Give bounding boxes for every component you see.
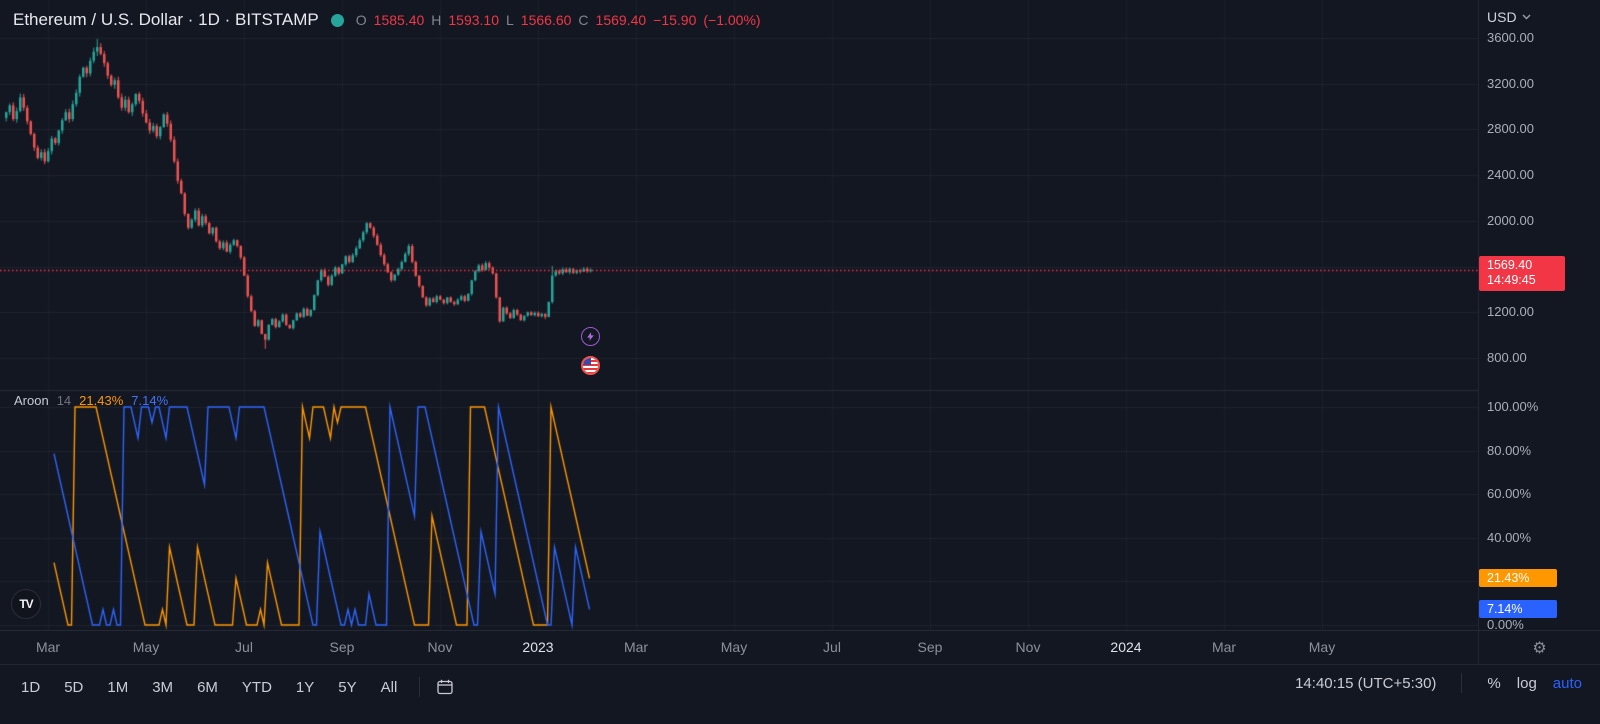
chart-area[interactable]: Ethereum / U.S. Dollar · 1D · BITSTAMP O… <box>0 0 1478 630</box>
log-scale-button[interactable]: log <box>1516 674 1537 692</box>
settings-gear-icon[interactable]: ⚙ <box>1532 639 1547 657</box>
go-to-date-icon[interactable] <box>431 673 459 701</box>
aroon-axis-label: 100.00% <box>1487 399 1539 414</box>
close-label: C <box>578 12 589 28</box>
range-button-5y[interactable]: 5Y <box>338 678 357 696</box>
aroon-axis-label: 60.00% <box>1487 486 1532 502</box>
open-label: O <box>355 12 367 28</box>
bar-countdown: 14:49:45 <box>1487 273 1536 288</box>
high-label: H <box>431 12 442 28</box>
aroon-period: 14 <box>56 393 72 408</box>
time-axis-month-label: Mar <box>1211 639 1237 655</box>
toolbar-divider <box>419 677 421 697</box>
price-axis-label: 800.00 <box>1487 349 1527 365</box>
range-button-1m[interactable]: 1M <box>107 678 129 696</box>
time-axis-month-label: May <box>720 639 748 655</box>
price-axis-label: 2800.00 <box>1487 121 1534 137</box>
range-button-1d[interactable]: 1D <box>21 678 41 696</box>
axis-settings-corner: ⚙ <box>1478 630 1600 664</box>
time-axis-month-label: Sep <box>329 639 355 655</box>
time-axis-year-label: 2023 <box>522 639 554 655</box>
aroon-up-badge: 21.43% <box>1479 569 1557 588</box>
open-value: 1585.40 <box>373 12 425 28</box>
range-button-3m[interactable]: 3M <box>152 678 174 696</box>
aroon-name: Aroon <box>14 393 49 408</box>
time-axis-month-label: Nov <box>1015 639 1041 655</box>
price-axis-label: 3200.00 <box>1487 75 1534 91</box>
aroon-axis-label: 80.00% <box>1487 442 1532 458</box>
price-axis[interactable]: USD 1569.40 14:49:45 21.43% 7.14% 3600.0… <box>1478 0 1600 632</box>
time-axis-month-label: Sep <box>917 639 943 655</box>
range-button-6m[interactable]: 6M <box>197 678 218 696</box>
aroon-up-value: 21.43% <box>79 393 124 408</box>
range-button-5d[interactable]: 5D <box>64 678 84 696</box>
time-axis-year-label: 2024 <box>1110 639 1142 655</box>
aroon-indicator-legend[interactable]: Aroon 14 21.43% 7.14% <box>14 393 168 408</box>
symbol-title[interactable]: Ethereum / U.S. Dollar · 1D · BITSTAMP <box>13 10 319 29</box>
time-axis-month-label: Jul <box>823 639 841 655</box>
close-value: 1569.40 <box>595 12 647 28</box>
range-button-ytd[interactable]: YTD <box>241 678 272 696</box>
aroon-axis-label: 0.00% <box>1487 617 1524 632</box>
date-range-group: 1D 5D 1M 3M 6M YTD 1Y 5Y All <box>10 673 459 701</box>
us-flag-event-icon[interactable] <box>581 356 600 375</box>
change-percent: (−1.00%) <box>703 12 761 28</box>
lightning-event-icon[interactable] <box>581 327 600 346</box>
time-axis-month-label: May <box>132 639 160 655</box>
lightning-bolt-glyph <box>587 332 594 341</box>
time-axis-month-label: Nov <box>427 639 453 655</box>
tradingview-logo[interactable]: TV <box>11 589 41 619</box>
auto-scale-button[interactable]: auto <box>1552 674 1582 692</box>
last-price-value: 1569.40 <box>1487 258 1533 273</box>
aroon-down-badge: 7.14% <box>1479 600 1557 619</box>
price-axis-label: 1200.00 <box>1487 304 1534 320</box>
low-value: 1566.60 <box>520 12 572 28</box>
toolbar-divider <box>1461 673 1463 693</box>
change-value: −15.90 <box>653 12 697 28</box>
price-axis-label: 2000.00 <box>1487 212 1534 228</box>
currency-selector[interactable]: USD <box>1487 9 1531 25</box>
toolbar-right-group: 14:40:15 (UTC+5:30) % log auto <box>1295 673 1582 693</box>
low-label: L <box>506 12 514 28</box>
percent-scale-button[interactable]: % <box>1487 674 1501 692</box>
chevron-down-icon <box>1522 14 1531 20</box>
range-button-1y[interactable]: 1Y <box>295 678 315 696</box>
symbol-legend: Ethereum / U.S. Dollar · 1D · BITSTAMP O… <box>13 10 761 30</box>
time-axis-month-label: Mar <box>35 639 61 655</box>
high-value: 1593.10 <box>448 12 499 28</box>
clock[interactable]: 14:40:15 (UTC+5:30) <box>1295 674 1437 692</box>
time-axis-month-label: Jul <box>235 639 253 655</box>
bottom-toolbar: 1D 5D 1M 3M 6M YTD 1Y 5Y All 14:40:15 (UTC+5:30)… <box>0 664 1600 724</box>
market-status-dot[interactable] <box>330 13 344 27</box>
time-axis-month-label: May <box>1308 639 1336 655</box>
time-axis[interactable]: Mar May Jul Sep Nov 2023 Mar May Jul Sep Nov 2024 Ma… <box>0 630 1478 664</box>
aroon-axis-label: 40.00% <box>1487 529 1532 545</box>
aroon-down-value: 7.14% <box>131 393 169 408</box>
ohlc-values: O 1585.40 H 1593.10 L 1566.60 C 1569.40 … <box>356 12 761 28</box>
currency-label: USD <box>1487 9 1517 25</box>
price-axis-label: 3600.00 <box>1487 29 1534 45</box>
candlestick-chart-canvas[interactable] <box>0 0 1478 630</box>
time-axis-month-label: Mar <box>623 639 649 655</box>
range-button-all[interactable]: All <box>380 678 398 696</box>
last-price-badge: 1569.40 14:49:45 <box>1479 256 1565 292</box>
price-axis-label: 2400.00 <box>1487 167 1534 183</box>
